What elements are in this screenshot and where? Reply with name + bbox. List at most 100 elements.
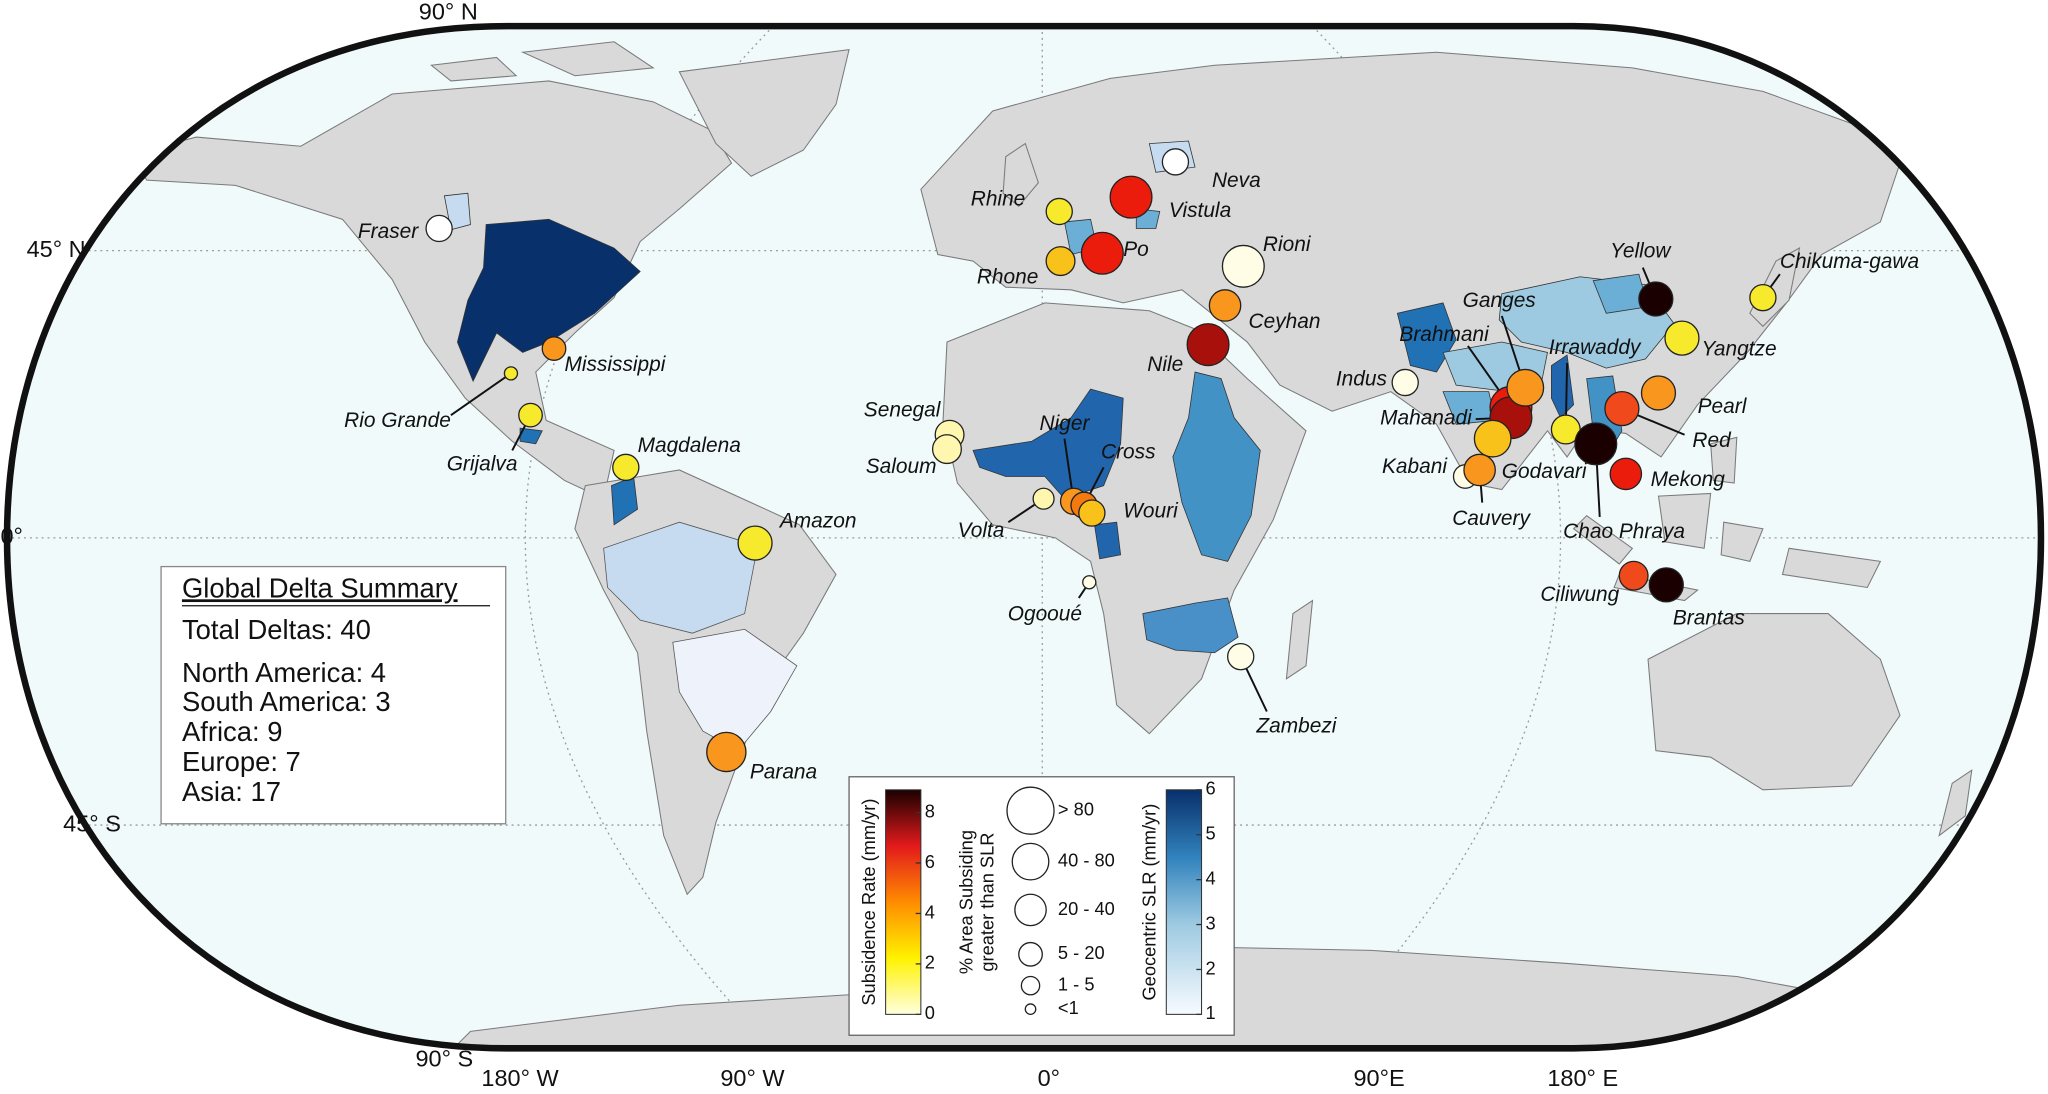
summary-region: Asia: 17 (182, 776, 281, 807)
delta-marker (1473, 419, 1512, 458)
delta-label: Magdalena (638, 434, 741, 457)
delta-marker (1082, 575, 1097, 590)
delta-label: Rhone (977, 266, 1039, 289)
colorbar-tick-label: 4 (1205, 867, 1215, 888)
indonesia (1572, 436, 1882, 602)
size-legend-circle (1014, 893, 1047, 927)
size-legend-label: 40 - 80 (1058, 849, 1115, 870)
delta-marker (1609, 457, 1643, 491)
basin-mississippi (457, 218, 641, 383)
summary-frame (160, 565, 507, 825)
delta-label: Ceyhan (1249, 310, 1321, 333)
delta-label: Cross (1101, 441, 1156, 464)
legend: Subsidence Rate (mm/yr) % Area Subsiding… (848, 776, 1235, 1036)
lon-label: 180° W (481, 1065, 559, 1091)
greenland (678, 48, 850, 177)
size-legend-circle (1020, 975, 1041, 996)
summary-title: Global Delta Summary (182, 572, 458, 603)
colorbar-tick-label: 2 (1205, 957, 1215, 978)
area-label: % Area Subsiding (956, 830, 977, 974)
size-legend-label: 1 - 5 (1058, 973, 1095, 994)
delta-marker (1463, 453, 1496, 487)
summary-box: Global Delta Summary Total Deltas: 40 No… (160, 565, 507, 825)
size-legend-label: 5 - 20 (1058, 942, 1105, 963)
summary-total: Total Deltas: 40 (182, 614, 371, 645)
subsidence-label: Subsidence Rate (mm/yr) (858, 799, 879, 1006)
delta-marker (425, 214, 453, 243)
delta-marker (1638, 281, 1674, 317)
delta-label: Chikuma-gawa (1780, 250, 1919, 273)
delta-label: Fraser (358, 220, 419, 243)
delta-marker (1161, 148, 1190, 176)
delta-label: Vistula (1169, 199, 1231, 222)
delta-label: Mahanadi (1380, 407, 1473, 430)
delta-marker (1078, 499, 1106, 527)
delta-label: Yellow (1610, 239, 1672, 262)
delta-marker (1227, 642, 1255, 671)
delta-label: Zambezi (1255, 715, 1337, 738)
delta-label: Indus (1336, 367, 1388, 390)
delta-marker (1109, 175, 1153, 219)
delta-marker (1045, 197, 1073, 226)
size-legend-circle (1024, 1003, 1037, 1016)
basin-zambezi (1142, 597, 1239, 654)
delta-label: Ogooué (1008, 602, 1082, 625)
delta-label: Niger (1040, 412, 1091, 435)
summary-region: South America: 3 (182, 686, 391, 717)
leader-line (450, 372, 512, 416)
basin-amazon (603, 521, 759, 634)
delta-marker (1618, 560, 1649, 591)
lon-label: 90° W (720, 1065, 785, 1091)
slr-label: Geocentric SLR (mm/yr) (1138, 804, 1159, 1001)
slr-colorbar (1165, 789, 1203, 1015)
summary-region: North America: 4 (182, 657, 386, 688)
delta-marker (1032, 487, 1055, 510)
arctic-islands (430, 41, 655, 82)
delta-marker (1080, 231, 1124, 275)
size-legend-label: > 80 (1058, 799, 1094, 820)
delta-label: Rio Grande (344, 409, 451, 432)
size-legend-circle (1006, 786, 1055, 835)
colorbar-tick-label: 0 (925, 1002, 935, 1023)
colorbar-tick-label: 4 (925, 901, 935, 922)
lon-label: 180° E (1547, 1065, 1618, 1091)
new-zealand (1938, 769, 1973, 837)
delta-marker (1221, 244, 1265, 288)
subsidence-colorbar (885, 789, 922, 1015)
delta-label: Rhine (971, 187, 1026, 210)
delta-marker (612, 453, 640, 482)
area-label: greater than SLR (977, 833, 998, 972)
delta-label: Chao Phraya (1563, 520, 1685, 543)
summary-region: Europe: 7 (182, 746, 301, 777)
delta-label: Neva (1212, 169, 1261, 192)
delta-marker (1640, 375, 1677, 411)
delta-marker (931, 434, 962, 465)
delta-marker (706, 731, 747, 773)
delta-label: Saloum (866, 455, 937, 478)
lon-label: 90°E (1353, 1065, 1404, 1091)
basin-niger (972, 388, 1124, 500)
delta-label: Rioni (1263, 233, 1312, 256)
delta-label: Kabani (1382, 455, 1448, 478)
delta-marker (541, 336, 567, 361)
delta-label: Brantas (1673, 606, 1746, 629)
delta-label: Cauvery (1452, 507, 1531, 530)
lat-label: 90° N (419, 0, 478, 24)
basin-parana (672, 628, 798, 752)
delta-label: Senegal (864, 399, 942, 422)
delta-marker (1186, 323, 1230, 367)
delta-label: Pearl (1698, 395, 1748, 418)
summary-region: Africa: 9 (182, 716, 283, 747)
lat-label: 45° N (27, 236, 86, 262)
colorbar-tick-label: 5 (1205, 823, 1215, 844)
delta-label: Volta (958, 519, 1005, 542)
delta-marker (1749, 283, 1777, 312)
delta-label: Mekong (1651, 468, 1726, 491)
delta-marker (1648, 567, 1684, 603)
basin-ogooue (1094, 521, 1122, 560)
delta-label: Godavari (1502, 460, 1588, 483)
size-legend-circle (1011, 842, 1050, 881)
basin-nile (1172, 371, 1261, 562)
delta-label: Brahmani (1399, 323, 1490, 346)
